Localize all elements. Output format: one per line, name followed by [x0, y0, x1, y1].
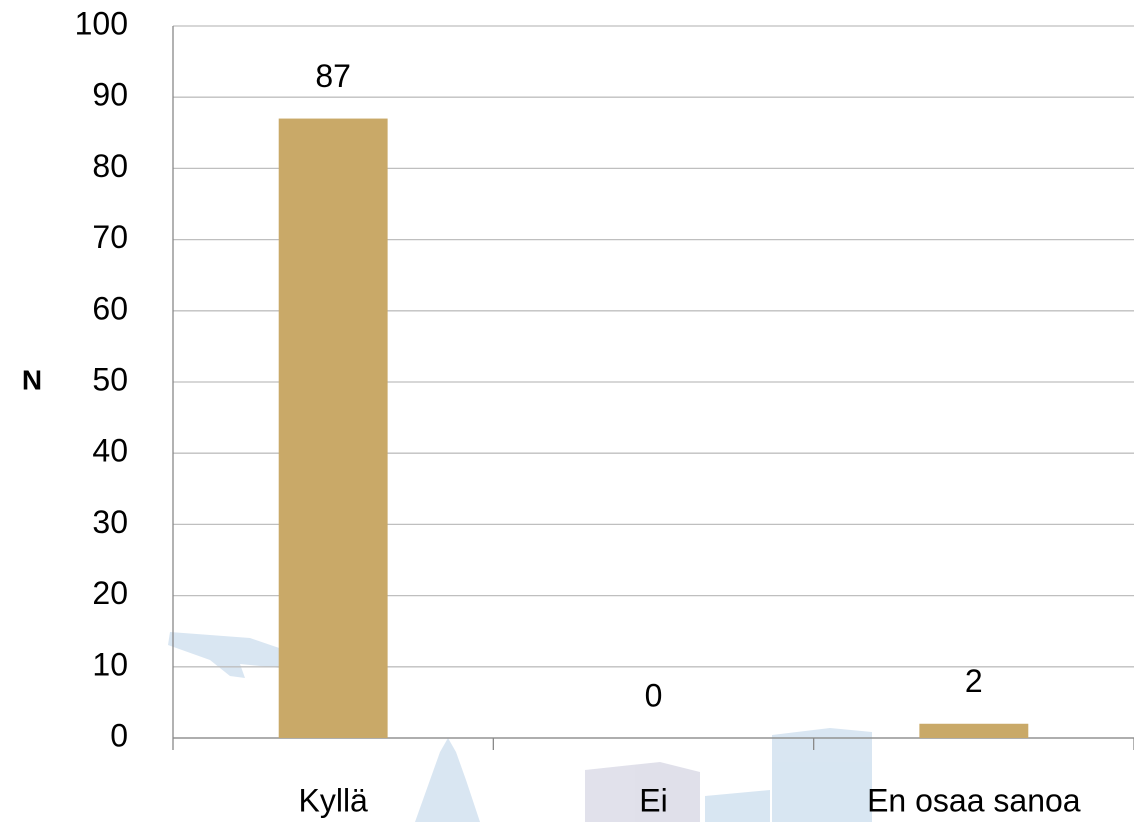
- y-tick-label: 70: [92, 219, 128, 255]
- y-tick-label: 30: [92, 504, 128, 540]
- bar: [919, 723, 1029, 738]
- y-tick-label: 0: [110, 717, 128, 753]
- bar: [278, 118, 388, 738]
- y-tick-label: 60: [92, 290, 128, 326]
- value-label: 2: [965, 663, 983, 699]
- y-tick-label: 80: [92, 148, 128, 184]
- y-axis-label: N: [22, 364, 42, 395]
- y-tick-label: 50: [92, 361, 128, 397]
- y-tick-label: 90: [92, 77, 128, 113]
- x-tick-label: En osaa sanoa: [867, 782, 1081, 818]
- value-label: 0: [645, 677, 663, 713]
- watermark: [168, 632, 872, 822]
- x-tick-label: Kyllä: [298, 782, 368, 818]
- value-label: 87: [315, 58, 351, 94]
- x-tick-label: Ei: [639, 782, 667, 818]
- y-tick-label: 20: [92, 575, 128, 611]
- y-tick-label: 40: [92, 433, 128, 469]
- y-tick-label: 10: [92, 646, 128, 682]
- y-tick-label: 100: [75, 5, 128, 41]
